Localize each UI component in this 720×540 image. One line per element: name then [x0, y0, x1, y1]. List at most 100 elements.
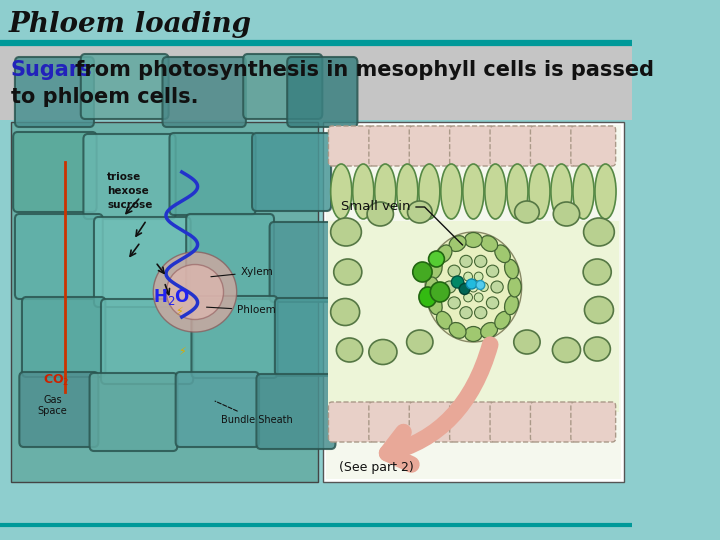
FancyBboxPatch shape: [15, 57, 94, 127]
FancyBboxPatch shape: [326, 125, 621, 479]
Ellipse shape: [467, 279, 477, 289]
FancyBboxPatch shape: [490, 126, 535, 166]
Ellipse shape: [449, 235, 466, 252]
Ellipse shape: [515, 201, 539, 223]
FancyBboxPatch shape: [328, 126, 373, 166]
FancyBboxPatch shape: [531, 402, 575, 442]
Ellipse shape: [436, 245, 452, 262]
FancyBboxPatch shape: [169, 133, 256, 215]
Text: H$_2$O: H$_2$O: [153, 287, 190, 307]
Ellipse shape: [166, 265, 223, 320]
Ellipse shape: [336, 338, 363, 362]
FancyBboxPatch shape: [409, 402, 454, 442]
Ellipse shape: [451, 276, 464, 288]
FancyBboxPatch shape: [0, 45, 632, 120]
FancyArrowPatch shape: [387, 345, 490, 464]
Ellipse shape: [448, 297, 460, 309]
FancyBboxPatch shape: [269, 222, 348, 302]
FancyBboxPatch shape: [176, 372, 259, 447]
Ellipse shape: [353, 164, 374, 219]
Ellipse shape: [460, 307, 472, 319]
Text: Xylem: Xylem: [211, 267, 274, 277]
Ellipse shape: [367, 202, 393, 226]
FancyBboxPatch shape: [450, 126, 495, 166]
FancyBboxPatch shape: [84, 134, 176, 219]
Ellipse shape: [397, 164, 418, 219]
Text: CO$_2$: CO$_2$: [43, 373, 69, 388]
FancyBboxPatch shape: [192, 296, 277, 378]
Ellipse shape: [153, 252, 237, 332]
Ellipse shape: [413, 262, 432, 282]
Ellipse shape: [481, 235, 498, 252]
Ellipse shape: [505, 295, 518, 315]
Ellipse shape: [552, 338, 580, 362]
Ellipse shape: [419, 164, 440, 219]
Text: Space: Space: [38, 406, 68, 416]
Ellipse shape: [464, 233, 482, 247]
FancyBboxPatch shape: [369, 402, 414, 442]
Ellipse shape: [474, 255, 487, 267]
FancyBboxPatch shape: [81, 54, 168, 119]
FancyBboxPatch shape: [19, 372, 99, 447]
Ellipse shape: [330, 218, 361, 246]
Ellipse shape: [480, 282, 488, 292]
FancyBboxPatch shape: [89, 373, 177, 451]
Ellipse shape: [330, 164, 352, 219]
Ellipse shape: [431, 282, 450, 302]
Ellipse shape: [464, 272, 472, 281]
FancyBboxPatch shape: [409, 126, 454, 166]
Ellipse shape: [369, 340, 397, 365]
Ellipse shape: [474, 272, 483, 281]
FancyBboxPatch shape: [15, 214, 103, 299]
Ellipse shape: [474, 307, 487, 319]
Text: Bundle Sheath: Bundle Sheath: [215, 401, 293, 425]
Ellipse shape: [436, 312, 452, 329]
Ellipse shape: [495, 312, 510, 329]
Ellipse shape: [583, 259, 611, 285]
Ellipse shape: [426, 277, 438, 297]
FancyBboxPatch shape: [287, 57, 357, 127]
Ellipse shape: [334, 259, 362, 285]
Ellipse shape: [441, 164, 462, 219]
Ellipse shape: [584, 218, 614, 246]
FancyBboxPatch shape: [369, 126, 414, 166]
Ellipse shape: [460, 255, 472, 267]
FancyBboxPatch shape: [243, 54, 323, 119]
Ellipse shape: [476, 280, 485, 289]
FancyBboxPatch shape: [328, 221, 619, 412]
Text: Sugars: Sugars: [11, 60, 92, 80]
Text: (See part 2): (See part 2): [339, 461, 414, 474]
Ellipse shape: [553, 202, 580, 226]
Ellipse shape: [573, 164, 594, 219]
Ellipse shape: [330, 299, 359, 326]
Ellipse shape: [487, 297, 499, 309]
Ellipse shape: [507, 164, 528, 219]
Text: sucrose: sucrose: [107, 200, 153, 210]
Ellipse shape: [459, 284, 470, 294]
Circle shape: [469, 282, 478, 292]
Text: to phloem cells.: to phloem cells.: [11, 87, 198, 107]
Ellipse shape: [428, 259, 442, 279]
Ellipse shape: [428, 295, 442, 315]
Ellipse shape: [464, 327, 482, 341]
FancyBboxPatch shape: [101, 299, 193, 384]
FancyBboxPatch shape: [275, 298, 352, 376]
FancyBboxPatch shape: [531, 126, 575, 166]
Ellipse shape: [374, 164, 396, 219]
Ellipse shape: [585, 296, 613, 323]
Ellipse shape: [487, 265, 499, 277]
Ellipse shape: [408, 201, 432, 223]
Ellipse shape: [464, 293, 472, 302]
Text: ⚡: ⚡: [178, 347, 186, 357]
Ellipse shape: [449, 322, 466, 339]
Ellipse shape: [551, 164, 572, 219]
Ellipse shape: [485, 164, 506, 219]
Ellipse shape: [595, 164, 616, 219]
Ellipse shape: [495, 245, 510, 262]
Ellipse shape: [505, 259, 518, 279]
Circle shape: [425, 232, 522, 342]
FancyBboxPatch shape: [186, 214, 274, 299]
Text: Small vein: Small vein: [341, 200, 463, 245]
FancyBboxPatch shape: [13, 132, 96, 212]
FancyBboxPatch shape: [490, 402, 535, 442]
